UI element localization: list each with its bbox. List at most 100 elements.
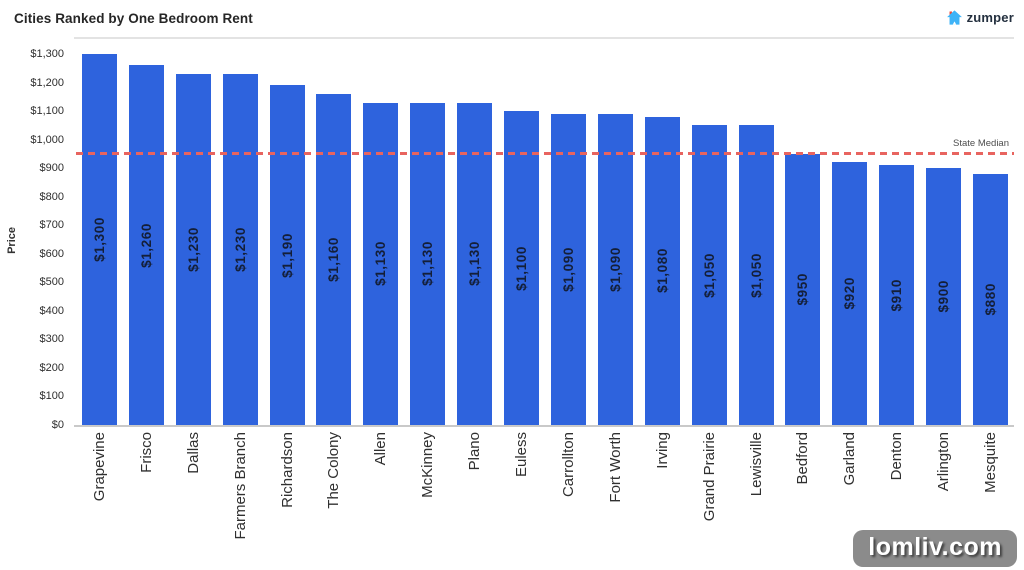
bar: $900 bbox=[926, 168, 962, 425]
x-axis-category-text: Garland bbox=[841, 432, 859, 486]
x-axis-category-text: Irving bbox=[653, 432, 671, 469]
x-axis-category-text: Farmers Branch bbox=[231, 432, 249, 540]
y-axis-tick-label: $700 bbox=[39, 219, 64, 232]
x-axis-category-label: McKinney bbox=[404, 432, 451, 570]
zumper-house-icon bbox=[946, 10, 962, 25]
y-axis-tick-label: $1,300 bbox=[30, 48, 64, 60]
bar-value-label: $1,090 bbox=[607, 247, 623, 292]
bar-value-label: $910 bbox=[889, 278, 905, 312]
y-axis-tick-label: $1,100 bbox=[30, 105, 64, 118]
bar-value-label: $1,160 bbox=[326, 237, 342, 282]
x-axis-category-label: Farmers Branch bbox=[217, 432, 264, 570]
bar-value-label: $880 bbox=[983, 283, 999, 316]
x-axis-category-label: The Colony bbox=[311, 432, 358, 570]
title-divider bbox=[74, 37, 1014, 39]
x-axis-category-text: McKinney bbox=[419, 432, 437, 498]
chart-title: Cities Ranked by One Bedroom Rent bbox=[14, 11, 253, 26]
y-axis-tick-label: $800 bbox=[39, 190, 64, 203]
x-axis-category-text: Richardson bbox=[278, 432, 296, 508]
x-axis-category-label: Fort Worth bbox=[592, 432, 639, 570]
bar-value-label: $1,050 bbox=[701, 252, 717, 298]
x-axis-category-label: Grand Prairie bbox=[686, 432, 733, 570]
x-axis-category-label: Euless bbox=[498, 432, 545, 570]
bar-value-label: $1,100 bbox=[514, 245, 530, 291]
x-axis-category-label: Irving bbox=[639, 432, 686, 570]
bar: $1,050 bbox=[738, 125, 774, 425]
bar: $1,130 bbox=[363, 102, 399, 425]
watermark: lomliv.com bbox=[853, 530, 1017, 567]
y-axis-tick-label: $600 bbox=[39, 247, 64, 260]
x-axis-category-text: Carrollton bbox=[559, 432, 577, 498]
bar: $1,090 bbox=[550, 113, 586, 425]
bar-value-label: $1,230 bbox=[185, 227, 201, 272]
x-axis-category-text: Mesquite bbox=[982, 432, 1000, 493]
bar-value-label: $1,130 bbox=[373, 241, 389, 287]
y-axis-tick-label: $200 bbox=[39, 361, 64, 374]
y-axis-tick-label: $100 bbox=[39, 390, 64, 403]
bar-value-label: $920 bbox=[842, 277, 858, 310]
x-axis-category-text: Arlington bbox=[935, 432, 953, 492]
bar: $1,230 bbox=[175, 73, 211, 425]
state-median-line bbox=[76, 152, 1014, 155]
bar: $1,130 bbox=[457, 102, 493, 425]
x-axis-category-label: Plano bbox=[451, 432, 498, 570]
bar: $1,050 bbox=[691, 125, 727, 425]
x-axis-category-label: Richardson bbox=[264, 432, 311, 570]
y-axis-tick-label: $500 bbox=[39, 276, 64, 289]
x-axis-category-text: Frisco bbox=[137, 432, 155, 473]
y-axis-tick-label: $1,000 bbox=[30, 133, 64, 146]
y-axis-tick-label: $300 bbox=[39, 333, 64, 346]
x-axis-category-text: Lewisville bbox=[747, 432, 765, 497]
bar: $950 bbox=[785, 153, 821, 425]
x-axis-category-label: Bedford bbox=[780, 432, 827, 570]
y-axis-tick-label: $0 bbox=[51, 419, 64, 431]
x-axis-category-label: Carrollton bbox=[545, 432, 592, 570]
bar: $1,190 bbox=[269, 85, 305, 425]
bar: $910 bbox=[879, 165, 915, 425]
bar-value-label: $1,130 bbox=[467, 241, 483, 287]
y-axis-tick-label: $900 bbox=[39, 162, 64, 175]
x-axis-category-text: Dallas bbox=[184, 432, 202, 474]
x-axis-category-label: Frisco bbox=[123, 432, 170, 570]
bar-value-label: $1,130 bbox=[420, 241, 436, 287]
x-axis-category-label: Lewisville bbox=[733, 432, 780, 570]
y-axis-tick-label: $1,200 bbox=[30, 76, 64, 89]
x-axis-category-text: Bedford bbox=[794, 432, 812, 485]
x-axis-category-label: Allen bbox=[357, 432, 404, 570]
bar: $1,300 bbox=[81, 54, 117, 425]
bar-value-label: $1,190 bbox=[279, 232, 295, 278]
x-axis-category-text: Grand Prairie bbox=[700, 432, 718, 522]
bar: $1,080 bbox=[644, 116, 680, 425]
bar-value-label: $1,080 bbox=[654, 248, 670, 294]
x-axis-category-label: Dallas bbox=[170, 432, 217, 570]
x-axis-category-label: Grapevine bbox=[76, 432, 123, 570]
bar-value-label: $1,090 bbox=[560, 247, 576, 292]
bar: $1,260 bbox=[128, 65, 164, 425]
bar: $880 bbox=[973, 173, 1009, 425]
bar: $1,230 bbox=[222, 73, 258, 425]
y-axis-tick-label: $400 bbox=[39, 304, 64, 317]
x-axis-category-text: Plano bbox=[466, 432, 484, 471]
x-axis-category-text: Denton bbox=[888, 432, 906, 481]
bar: $1,100 bbox=[504, 111, 540, 425]
x-axis-category-text: Grapevine bbox=[90, 432, 108, 502]
x-axis-category-text: The Colony bbox=[325, 432, 343, 509]
bar-value-label: $1,300 bbox=[91, 217, 107, 262]
bar: $1,130 bbox=[410, 102, 446, 425]
bar-value-label: $1,230 bbox=[232, 227, 248, 272]
x-axis-category-text: Fort Worth bbox=[606, 432, 624, 503]
zumper-logo-text: zumper bbox=[966, 10, 1014, 25]
x-axis-line bbox=[74, 425, 1014, 427]
bar: $920 bbox=[832, 162, 868, 425]
x-axis-category-text: Allen bbox=[372, 432, 390, 466]
bar-value-label: $1,260 bbox=[138, 222, 154, 268]
bar-value-label: $950 bbox=[795, 273, 811, 306]
state-median-label: State Median bbox=[953, 138, 1009, 150]
x-axis-category-text: Euless bbox=[513, 432, 531, 478]
bar-value-label: $1,050 bbox=[748, 252, 764, 298]
bar-value-label: $900 bbox=[936, 280, 952, 313]
bar: $1,090 bbox=[597, 113, 633, 425]
bar: $1,160 bbox=[316, 93, 352, 425]
zumper-logo: zumper bbox=[946, 9, 1014, 26]
